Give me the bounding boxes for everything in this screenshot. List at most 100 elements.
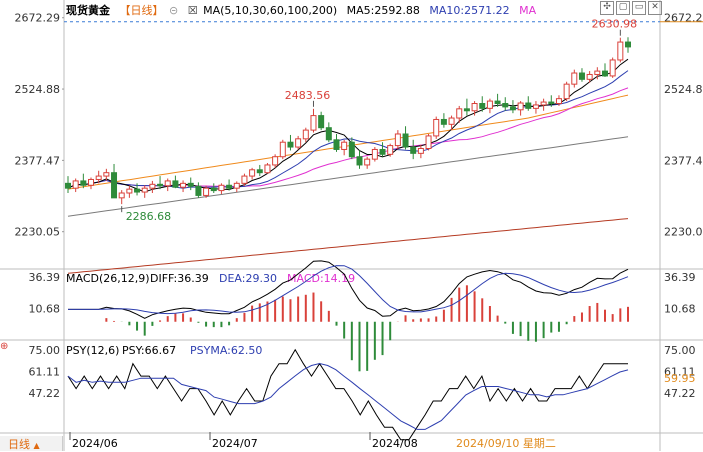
candle-body (126, 188, 133, 194)
candle-body (356, 156, 363, 166)
candle-body (433, 118, 440, 137)
candle-body (617, 41, 624, 61)
period-tab[interactable]: 日线 ▲ (0, 436, 63, 451)
psy-tick-label-right: 47.22 (664, 387, 696, 400)
candle-body (486, 100, 493, 109)
ma5-value: MA5:2592.88 (346, 4, 420, 17)
candle-body (118, 192, 125, 199)
candle-body (594, 70, 601, 75)
macd-tick-label-right: 36.39 (664, 271, 696, 284)
y-tick-label-right: 2230.0 (664, 226, 703, 239)
candle-body (149, 183, 156, 189)
period-label[interactable]: 【日线】 (119, 4, 164, 17)
candle-body (402, 133, 409, 148)
ma5-line (67, 58, 629, 193)
candle-body (548, 101, 555, 105)
candle-body (578, 72, 585, 80)
candle-body (325, 127, 332, 141)
candle-body (180, 182, 187, 188)
candle-body (394, 133, 401, 147)
window-icon[interactable]: ▢ (616, 1, 630, 15)
candle-body (95, 175, 102, 180)
candle-body (525, 102, 532, 109)
ma-label: MA(5,10,30,60,100,200) (203, 4, 338, 17)
chart-header: 现货黄金 【日线】 ⊝ ☒ MA(5,10,30,60,100,200) MA5… (66, 2, 542, 18)
candle-body (563, 83, 570, 100)
candle-body (456, 108, 463, 119)
ma-more: MA (519, 4, 537, 17)
candle-body (226, 184, 233, 189)
instrument-name: 现货黄金 (66, 4, 110, 17)
candle-body (157, 183, 164, 187)
date-label: 2024/08 (372, 437, 418, 450)
candle-body (333, 139, 340, 150)
y-tick-label-left: 2230.05 (15, 226, 61, 239)
ma100-line (67, 136, 629, 217)
macd-tick-label-right: 10.68 (664, 303, 696, 316)
candle-body (111, 172, 118, 199)
candle-body (410, 146, 417, 154)
period-tab-arrow: ▲ (33, 441, 40, 450)
minimize-icon[interactable]: ▭ (632, 1, 646, 15)
candle-body (256, 169, 263, 174)
candle-body (540, 101, 547, 106)
macd-diff-line (68, 260, 629, 319)
candle-body (517, 102, 524, 111)
candle-body (555, 98, 562, 105)
candle-body (425, 135, 432, 149)
macd-series-label: MACD:14.19 (287, 272, 355, 285)
candle-body (264, 164, 271, 174)
psy-series-label: PSY:66.67 (122, 344, 176, 357)
psy-title: PSY(12,6) (66, 344, 119, 357)
candle-body (609, 59, 616, 77)
candle-body (463, 108, 470, 112)
candle-body (387, 145, 394, 155)
gear-icon[interactable]: ⊝ (169, 4, 179, 17)
candle-body (448, 117, 455, 125)
candle-body (571, 72, 578, 85)
psy-tick-label-left: 75.00 (29, 344, 61, 357)
candle-body (532, 104, 539, 109)
psyma-line (67, 362, 629, 430)
psy-tick-label-left: 61.11 (29, 365, 61, 378)
ma10-value: MA10:2571.22 (429, 4, 510, 17)
candle-body (218, 184, 225, 192)
psy-tick-label-left: 47.22 (29, 387, 61, 400)
psy-tick-label-right: 75.00 (664, 344, 696, 357)
candle-body (88, 178, 95, 186)
candle-body (302, 129, 309, 140)
candle-body (586, 73, 593, 80)
price-annotation: 2483.56 (285, 89, 331, 102)
close-icon[interactable]: ✕ (648, 1, 662, 15)
candle-body (203, 187, 210, 196)
candle-body (625, 41, 631, 48)
ma-toggle-icon[interactable]: ☒ (187, 4, 198, 17)
macd-tick-label-left: 36.39 (29, 271, 61, 284)
candle-body (210, 187, 217, 192)
y-tick-label-left: 2524.88 (15, 83, 61, 96)
psy-line (67, 348, 628, 441)
candle-body (502, 103, 509, 108)
candle-body (272, 156, 279, 166)
date-label: 2024/07 (212, 437, 258, 450)
grid-icon[interactable]: ✣ (600, 1, 614, 15)
candle-body (80, 180, 87, 186)
candle-body (103, 172, 110, 177)
crosshair-marker[interactable]: ⊕ (0, 341, 9, 352)
macd-series-label: DEA:29.30 (219, 272, 277, 285)
macd-dea-line (68, 265, 629, 315)
candle-body (601, 70, 608, 77)
candle-body (279, 141, 286, 158)
macd-title: MACD(26,12,9) (66, 272, 150, 285)
ma200-line (67, 218, 629, 274)
candle-body (141, 187, 148, 193)
candle-body (241, 175, 248, 184)
candle-body (172, 180, 179, 188)
y-tick-label-left: 2672.29 (15, 12, 61, 25)
ma60-line (67, 94, 629, 190)
y-tick-label-right: 2672.2 (664, 12, 703, 25)
period-tab-label: 日线 (8, 438, 30, 451)
y-tick-label-left: 2377.47 (15, 154, 61, 167)
y-tick-label-right: 2524.8 (664, 83, 703, 96)
y-tick-label-right: 2377.4 (664, 154, 703, 167)
